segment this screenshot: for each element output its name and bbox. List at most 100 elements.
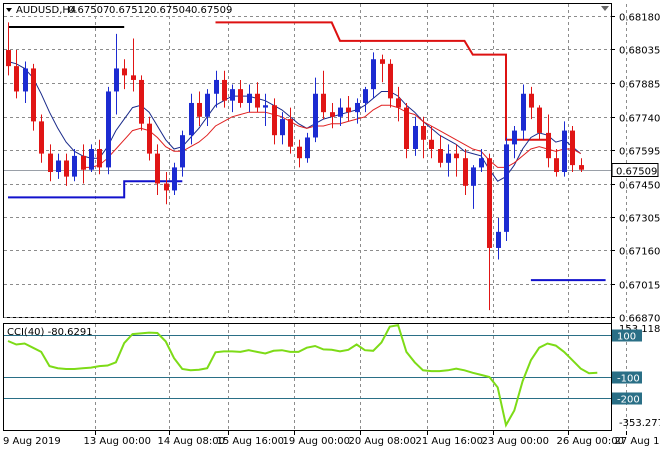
price-axis-label: 0.68180: [619, 13, 660, 24]
candle-body: [512, 130, 517, 145]
candle-body: [579, 165, 584, 170]
candle-body: [189, 102, 194, 136]
candle-body: [471, 167, 476, 186]
cci-indicator: [4, 323, 611, 428]
candle-body: [72, 155, 77, 177]
cci-level-tag-label: 100: [617, 332, 636, 343]
time-axis-label: 19 Aug 00:00: [283, 436, 350, 447]
level-line-low: [8, 180, 183, 199]
current-price-label: 0.67509: [616, 167, 657, 178]
candle-body: [438, 148, 443, 163]
cci-level-tag-label: -100: [617, 374, 640, 385]
candle-body: [297, 146, 302, 159]
moving-average-fast: [7, 61, 582, 182]
candle-body: [56, 160, 61, 173]
moving-average-slow: [82, 104, 581, 168]
candle-body: [288, 119, 293, 147]
time-axis-label: 9 Aug 2019: [3, 436, 61, 447]
candle-body: [496, 231, 501, 248]
ohlc-high: 0.67512: [109, 5, 150, 16]
moving-averages: [7, 61, 582, 182]
candle-body: [48, 153, 53, 173]
candle-body: [504, 144, 509, 232]
time-axis-label: 26 Aug 00:00: [557, 436, 624, 447]
ohlc-close: 0.67509: [191, 5, 232, 16]
candle-body: [214, 79, 219, 94]
candle-body: [139, 79, 144, 124]
time-axis-label: 27 Aug 16:00: [615, 436, 660, 447]
candle-body: [280, 119, 285, 136]
candlesticks: [6, 22, 584, 311]
candle-body: [114, 68, 119, 92]
price-axis-label: 0.67305: [619, 214, 660, 225]
candle-body: [81, 155, 86, 170]
candle-body: [562, 130, 567, 173]
candle-body: [272, 105, 277, 136]
grid: [4, 4, 627, 430]
candle-body: [479, 158, 484, 168]
candle-body: [164, 183, 169, 191]
cci-level-tag: [612, 329, 642, 342]
candle-body: [197, 102, 202, 117]
candle-body: [429, 139, 434, 149]
price-axis-label: 0.67740: [619, 114, 660, 125]
candle-body: [338, 107, 343, 117]
cci-level-tag: [612, 371, 642, 384]
candle-body: [463, 158, 468, 186]
candle-body: [371, 59, 376, 90]
candle-body: [363, 89, 368, 103]
candle-body: [537, 107, 542, 133]
candle-body: [180, 135, 185, 168]
cci-indicator-label: CCI(40) -80.6291: [7, 327, 93, 338]
time-axis-label: 14 Aug 08:00: [158, 436, 225, 447]
price-axis-label: 0.68035: [619, 46, 660, 57]
candle-body: [147, 123, 152, 154]
symbol-timeframe: AUDUSD,H4: [16, 5, 76, 16]
candle-body: [6, 50, 11, 67]
candle-body: [31, 68, 36, 122]
candle-body: [446, 153, 451, 163]
candle-body: [122, 68, 127, 76]
candle-body: [305, 137, 310, 159]
candle-body: [263, 105, 268, 108]
candle-body: [487, 158, 492, 248]
time-axis-label: 13 Aug 00:00: [84, 436, 151, 447]
candle-body: [404, 107, 409, 149]
price-axis-label: 0.66870: [619, 314, 660, 325]
candle-body: [106, 91, 111, 168]
candle-body: [155, 153, 160, 184]
support-resistance-levels: [4, 21, 611, 282]
price-axis-label: 0.67450: [619, 181, 660, 192]
time-axis-label: 21 Aug 16:00: [416, 436, 483, 447]
cci-line: [7, 323, 598, 428]
cci-axis-label: -353.2778: [619, 418, 660, 429]
time-axis-label: 23 Aug 00:00: [482, 436, 549, 447]
candle-body: [255, 93, 260, 108]
cci-level-tag-label: -200: [617, 395, 640, 406]
candle-body: [247, 93, 252, 103]
candle-body: [421, 125, 426, 140]
candle-body: [205, 93, 210, 117]
price-axis-label: 0.67160: [619, 247, 660, 258]
candle-body: [380, 59, 385, 64]
candle-body: [454, 153, 459, 159]
candle-body: [413, 125, 418, 149]
candle-body: [346, 107, 351, 113]
time-axis-label: 15 Aug 16:00: [217, 436, 284, 447]
candle-body: [570, 130, 575, 166]
candle-body: [546, 132, 551, 159]
candle-body: [554, 158, 559, 173]
price-axis-label: 0.67885: [619, 80, 660, 91]
current-price-tag: [611, 163, 659, 177]
cci-level-tag: [612, 392, 642, 405]
price-axis-label: 0.67595: [619, 147, 660, 158]
time-axis-label: 20 Aug 08:00: [349, 436, 416, 447]
candle-body: [131, 75, 136, 80]
candle-body: [64, 160, 69, 177]
candle-body: [172, 167, 177, 191]
dropdown-arrow-icon[interactable]: [6, 8, 12, 12]
candle-body: [97, 148, 102, 168]
candle-body: [521, 93, 526, 131]
candle-body: [14, 66, 19, 92]
